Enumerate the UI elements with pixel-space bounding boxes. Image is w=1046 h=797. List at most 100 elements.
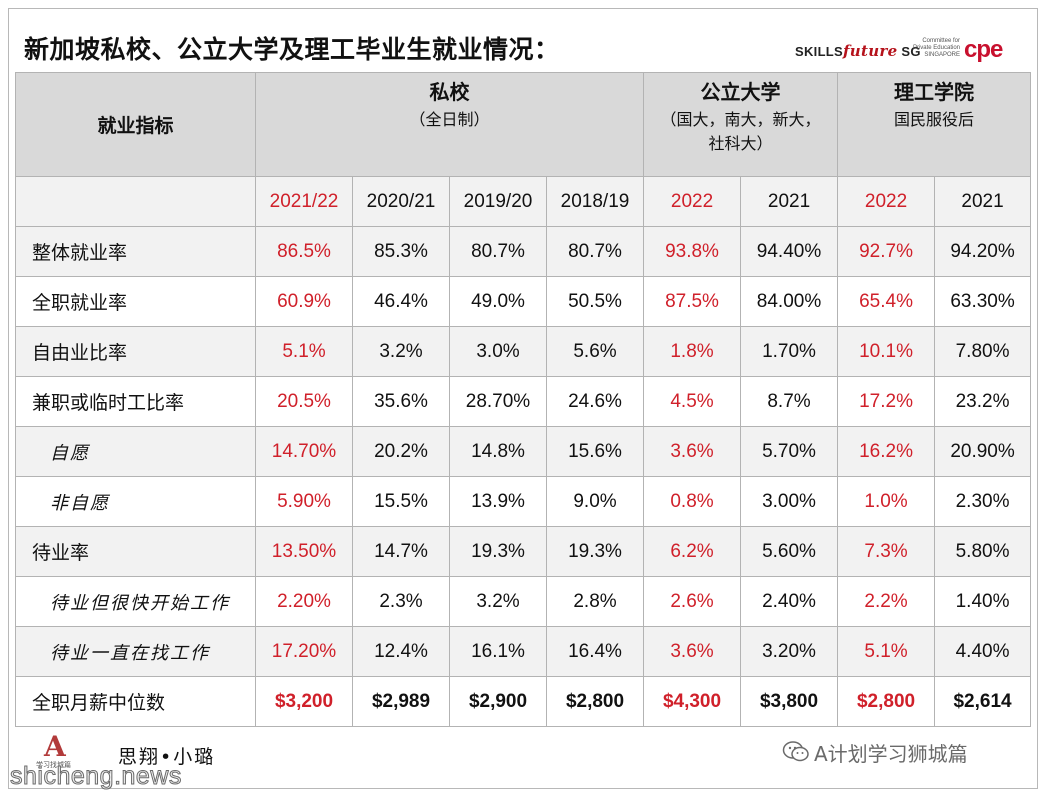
row-label: 待业率	[15, 526, 256, 577]
value-cell: 87.5%	[643, 276, 742, 327]
row-label: 待业但很快开始工作	[15, 576, 256, 627]
site-watermark: shicheng.news	[10, 762, 182, 791]
year-header-cell: 2021/22	[255, 176, 353, 227]
value-cell: 1.0%	[837, 476, 936, 527]
year-header-blank	[15, 176, 256, 227]
table-body: 就业指标 私校 （全日制） 公立大学 （国大，南大，新大， 社科大） 理工学院 …	[15, 72, 1032, 727]
table-row: 非自愿 5.90% 15.5% 13.9% 9.0% 0.8% 3.00% 1.0% 2.30%	[15, 476, 1032, 527]
year-header-cell: 2018/19	[545, 176, 645, 227]
value-cell: $2,614	[934, 676, 1032, 727]
skills-logo-future: future	[843, 42, 898, 60]
value-cell: 19.3%	[545, 526, 645, 577]
year-header-cell: 2022	[643, 176, 742, 227]
value-cell: 3.00%	[740, 476, 839, 527]
group-sub: （国大，南大，新大，	[660, 110, 821, 129]
table-row: 自愿 14.70% 20.2% 14.8% 15.6% 3.6% 5.70% 16.2% 20.…	[15, 426, 1032, 477]
year-header-row: 2021/22 2020/21 2019/20 2018/19 2022 2021 2022…	[15, 176, 1032, 227]
value-cell: 60.9%	[255, 276, 353, 327]
value-cell: 93.8%	[643, 226, 742, 277]
value-cell: 16.2%	[837, 426, 936, 477]
value-cell: 10.1%	[837, 326, 936, 377]
row-label: 非自愿	[15, 476, 256, 527]
table-row: 全职就业率 60.9% 46.4% 49.0% 50.5% 87.5% 84.00% 65.4…	[15, 276, 1032, 327]
value-cell: 7.80%	[934, 326, 1032, 377]
value-cell: 2.20%	[255, 576, 353, 627]
value-cell: 86.5%	[255, 226, 353, 277]
value-cell: 2.8%	[545, 576, 645, 627]
value-cell: 17.20%	[255, 626, 353, 677]
value-cell: 5.1%	[837, 626, 936, 677]
value-cell: 1.40%	[934, 576, 1032, 627]
value-cell: 7.3%	[837, 526, 936, 577]
table-row: 待业但很快开始工作 2.20% 2.3% 3.2% 2.8% 2.6% 2.40% 2.2% 1…	[15, 576, 1032, 627]
value-cell: 94.20%	[934, 226, 1032, 277]
value-cell: $2,800	[837, 676, 936, 727]
value-cell: 1.70%	[740, 326, 839, 377]
value-cell: 80.7%	[545, 226, 645, 277]
group-header-private: 私校 （全日制）	[254, 72, 645, 177]
cpe-logo: Committee for Private Education SINGAPOR…	[910, 36, 1030, 66]
value-cell: 19.3%	[449, 526, 547, 577]
cpe-text-line-1: Committee for	[922, 38, 960, 44]
row-label: 全职月薪中位数	[15, 676, 256, 727]
table-row: 待业率 13.50% 14.7% 19.3% 19.3% 6.2% 5.60% 7.3% 5.8…	[15, 526, 1032, 577]
value-cell: 46.4%	[352, 276, 450, 327]
value-cell: 8.7%	[740, 376, 839, 427]
value-cell: 24.6%	[545, 376, 645, 427]
metric-header: 就业指标	[15, 72, 256, 177]
footer-logo: A 学习找城篇	[36, 730, 96, 770]
value-cell: 14.70%	[255, 426, 353, 477]
employment-table: 就业指标 私校 （全日制） 公立大学 （国大，南大，新大， 社科大） 理工学院 …	[15, 72, 1032, 727]
value-cell: 2.2%	[837, 576, 936, 627]
value-cell: 16.1%	[449, 626, 547, 677]
value-cell: 50.5%	[545, 276, 645, 327]
group-header-public-uni: 公立大学 （国大，南大，新大， 社科大）	[643, 72, 839, 177]
value-cell: 4.40%	[934, 626, 1032, 677]
value-cell: 15.5%	[352, 476, 450, 527]
value-cell: 5.60%	[740, 526, 839, 577]
value-cell: 16.4%	[545, 626, 645, 677]
table-row: 自由业比率 5.1% 3.2% 3.0% 5.6% 1.8% 1.70% 10.1% 7.80%	[15, 326, 1032, 377]
value-cell: 20.2%	[352, 426, 450, 477]
value-cell: 63.30%	[934, 276, 1032, 327]
value-cell: 20.90%	[934, 426, 1032, 477]
group-name: 理工学院	[894, 80, 975, 104]
value-cell: 3.6%	[643, 426, 742, 477]
value-cell: 17.2%	[837, 376, 936, 427]
value-cell: 14.8%	[449, 426, 547, 477]
value-cell: 28.70%	[449, 376, 547, 427]
page-title: 新加坡私校、公立大学及理工毕业生就业情况：	[24, 35, 560, 64]
year-header-cell: 2022	[837, 176, 936, 227]
value-cell: 6.2%	[643, 526, 742, 577]
wechat-icon	[782, 741, 809, 762]
wechat-account-name: A计划学习狮城篇	[814, 742, 968, 766]
value-cell: 85.3%	[352, 226, 450, 277]
row-label: 兼职或临时工比率	[15, 376, 256, 427]
table-row: 兼职或临时工比率 20.5% 35.6% 28.70% 24.6% 4.5% 8.7% 17.…	[15, 376, 1032, 427]
cpe-text-line-3: SINGAPORE	[924, 52, 960, 58]
value-cell: 13.9%	[449, 476, 547, 527]
year-header-cell: 2019/20	[449, 176, 547, 227]
group-header-poly: 理工学院 国民服役后	[837, 72, 1032, 177]
author-name: 思翔•小璐	[118, 746, 216, 768]
value-cell: 84.00%	[740, 276, 839, 327]
value-cell: 80.7%	[449, 226, 547, 277]
cpe-logo-mark: cpe	[964, 36, 1003, 63]
group-header-row: 就业指标 私校 （全日制） 公立大学 （国大，南大，新大， 社科大） 理工学院 …	[15, 72, 1032, 177]
year-header-cell: 2020/21	[352, 176, 450, 227]
value-cell: 13.50%	[255, 526, 353, 577]
group-name: 公立大学	[700, 80, 781, 104]
footer-logo-letter: A	[44, 730, 66, 763]
footer-logo-caption: 学习找城篇	[36, 761, 71, 769]
row-label: 待业一直在找工作	[15, 626, 256, 677]
skills-logo-prefix: SKILLS	[795, 44, 844, 59]
value-cell: $2,989	[352, 676, 450, 727]
value-cell: 3.2%	[449, 576, 547, 627]
value-cell: 12.4%	[352, 626, 450, 677]
value-cell: 5.6%	[545, 326, 645, 377]
skillsfuture-logo: SKILLSfuture SG	[795, 42, 921, 60]
value-cell: 9.0%	[545, 476, 645, 527]
value-cell: 5.90%	[255, 476, 353, 527]
value-cell: $3,200	[255, 676, 353, 727]
value-cell: $2,800	[545, 676, 645, 727]
